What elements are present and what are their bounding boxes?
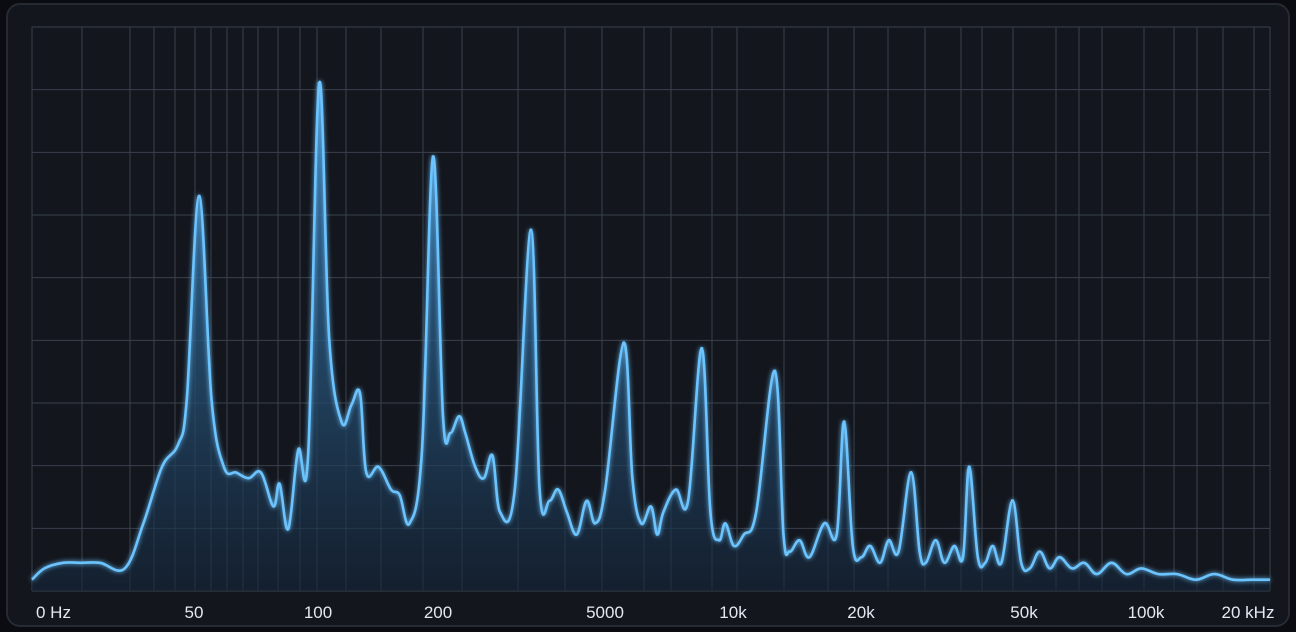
- peak-point: [842, 420, 846, 424]
- x-axis-tick-labels: 0 Hz 50 100 200 5000 10k 20k 50k 100k 20 kHz: [36, 603, 1274, 622]
- x-tick-label: 5000: [586, 603, 624, 622]
- peak-point: [317, 81, 321, 85]
- spectrum-panel: 0 Hz 50 100 200 5000 10k 20k 50k 100k 20 kHz: [6, 3, 1290, 627]
- peak-point: [700, 346, 704, 351]
- x-tick-label: 200: [424, 603, 452, 622]
- x-tick-label: 50: [185, 603, 204, 622]
- spectrum-area: [32, 81, 1270, 591]
- spectrum-chart: 0 Hz 50 100 200 5000 10k 20k 50k 100k 20 kHz: [31, 26, 1274, 622]
- spectrum-line: [31, 80, 1270, 582]
- peak-point: [967, 465, 971, 469]
- peak-point: [431, 155, 435, 159]
- x-tick-label: 20 kHz: [1222, 603, 1275, 622]
- x-tick-label: 100k: [1128, 603, 1165, 622]
- peak-point: [909, 470, 913, 475]
- peak-point: [1010, 499, 1015, 503]
- peaks: [197, 81, 1015, 503]
- x-tick-label: 50k: [1010, 603, 1038, 622]
- x-tick-label: 0 Hz: [36, 603, 71, 622]
- x-tick-label: 100: [304, 603, 332, 622]
- peak-point: [622, 341, 626, 345]
- x-tick-label: 20k: [847, 603, 875, 622]
- peak-point: [529, 228, 533, 232]
- peak-point: [197, 194, 201, 198]
- x-tick-label: 10k: [719, 603, 747, 622]
- peak-point: [773, 369, 777, 373]
